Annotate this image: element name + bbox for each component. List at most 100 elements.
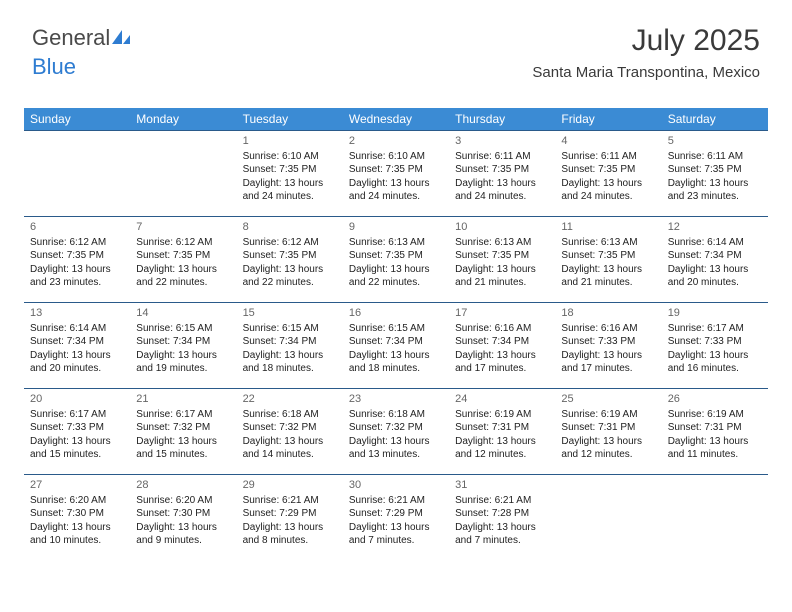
day-number: 26 [668, 392, 762, 407]
daylight-line: Daylight: 13 hours and 22 minutes. [349, 263, 443, 290]
day-cell: 22Sunrise: 6:18 AMSunset: 7:32 PMDayligh… [237, 389, 343, 475]
sunset-line: Sunset: 7:35 PM [455, 163, 549, 177]
sunrise-line: Sunrise: 6:13 AM [455, 236, 549, 250]
day-cell: 15Sunrise: 6:15 AMSunset: 7:34 PMDayligh… [237, 303, 343, 389]
daylight-line: Daylight: 13 hours and 15 minutes. [30, 435, 124, 462]
day-number: 23 [349, 392, 443, 407]
daylight-line: Daylight: 13 hours and 22 minutes. [136, 263, 230, 290]
sunrise-line: Sunrise: 6:15 AM [136, 322, 230, 336]
sunrise-line: Sunrise: 6:13 AM [561, 236, 655, 250]
daylight-line: Daylight: 13 hours and 9 minutes. [136, 521, 230, 548]
empty-cell [555, 475, 661, 561]
sunset-line: Sunset: 7:34 PM [668, 249, 762, 263]
day-number: 30 [349, 478, 443, 493]
logo: General Blue [32, 24, 130, 80]
day-number: 15 [243, 306, 337, 321]
calendar-row: 6Sunrise: 6:12 AMSunset: 7:35 PMDaylight… [24, 217, 768, 303]
calendar-row: 20Sunrise: 6:17 AMSunset: 7:33 PMDayligh… [24, 389, 768, 475]
day-number: 2 [349, 134, 443, 149]
day-number: 1 [243, 134, 337, 149]
sunrise-line: Sunrise: 6:11 AM [668, 150, 762, 164]
day-header: Friday [555, 108, 661, 131]
day-cell: 26Sunrise: 6:19 AMSunset: 7:31 PMDayligh… [662, 389, 768, 475]
calendar-head: SundayMondayTuesdayWednesdayThursdayFrid… [24, 108, 768, 131]
day-number: 16 [349, 306, 443, 321]
day-cell: 20Sunrise: 6:17 AMSunset: 7:33 PMDayligh… [24, 389, 130, 475]
daylight-line: Daylight: 13 hours and 11 minutes. [668, 435, 762, 462]
sunset-line: Sunset: 7:35 PM [30, 249, 124, 263]
day-number: 17 [455, 306, 549, 321]
calendar-body: 1Sunrise: 6:10 AMSunset: 7:35 PMDaylight… [24, 131, 768, 561]
sunrise-line: Sunrise: 6:11 AM [455, 150, 549, 164]
daylight-line: Daylight: 13 hours and 20 minutes. [30, 349, 124, 376]
day-number: 12 [668, 220, 762, 235]
day-number: 13 [30, 306, 124, 321]
day-cell: 24Sunrise: 6:19 AMSunset: 7:31 PMDayligh… [449, 389, 555, 475]
day-cell: 13Sunrise: 6:14 AMSunset: 7:34 PMDayligh… [24, 303, 130, 389]
daylight-line: Daylight: 13 hours and 17 minutes. [455, 349, 549, 376]
sunrise-line: Sunrise: 6:12 AM [30, 236, 124, 250]
daylight-line: Daylight: 13 hours and 7 minutes. [349, 521, 443, 548]
sunset-line: Sunset: 7:35 PM [136, 249, 230, 263]
calendar-row: 27Sunrise: 6:20 AMSunset: 7:30 PMDayligh… [24, 475, 768, 561]
sunset-line: Sunset: 7:30 PM [30, 507, 124, 521]
day-cell: 14Sunrise: 6:15 AMSunset: 7:34 PMDayligh… [130, 303, 236, 389]
sunrise-line: Sunrise: 6:14 AM [30, 322, 124, 336]
sunrise-line: Sunrise: 6:13 AM [349, 236, 443, 250]
day-number: 27 [30, 478, 124, 493]
sunrise-line: Sunrise: 6:19 AM [668, 408, 762, 422]
sunset-line: Sunset: 7:32 PM [243, 421, 337, 435]
sunset-line: Sunset: 7:29 PM [243, 507, 337, 521]
sunrise-line: Sunrise: 6:21 AM [349, 494, 443, 508]
sunset-line: Sunset: 7:32 PM [349, 421, 443, 435]
day-number: 18 [561, 306, 655, 321]
day-cell: 8Sunrise: 6:12 AMSunset: 7:35 PMDaylight… [237, 217, 343, 303]
sunset-line: Sunset: 7:31 PM [561, 421, 655, 435]
day-number: 10 [455, 220, 549, 235]
day-cell: 28Sunrise: 6:20 AMSunset: 7:30 PMDayligh… [130, 475, 236, 561]
sunset-line: Sunset: 7:35 PM [668, 163, 762, 177]
day-number: 7 [136, 220, 230, 235]
daylight-line: Daylight: 13 hours and 24 minutes. [349, 177, 443, 204]
sunrise-line: Sunrise: 6:21 AM [243, 494, 337, 508]
daylight-line: Daylight: 13 hours and 13 minutes. [349, 435, 443, 462]
sunset-line: Sunset: 7:28 PM [455, 507, 549, 521]
day-number: 5 [668, 134, 762, 149]
sunset-line: Sunset: 7:35 PM [349, 249, 443, 263]
sunset-line: Sunset: 7:34 PM [349, 335, 443, 349]
day-cell: 25Sunrise: 6:19 AMSunset: 7:31 PMDayligh… [555, 389, 661, 475]
sunset-line: Sunset: 7:33 PM [30, 421, 124, 435]
sunrise-line: Sunrise: 6:15 AM [349, 322, 443, 336]
calendar-row: 13Sunrise: 6:14 AMSunset: 7:34 PMDayligh… [24, 303, 768, 389]
sunrise-line: Sunrise: 6:17 AM [30, 408, 124, 422]
day-number: 25 [561, 392, 655, 407]
day-cell: 17Sunrise: 6:16 AMSunset: 7:34 PMDayligh… [449, 303, 555, 389]
day-cell: 9Sunrise: 6:13 AMSunset: 7:35 PMDaylight… [343, 217, 449, 303]
sunrise-line: Sunrise: 6:10 AM [349, 150, 443, 164]
day-cell: 1Sunrise: 6:10 AMSunset: 7:35 PMDaylight… [237, 131, 343, 217]
day-header-row: SundayMondayTuesdayWednesdayThursdayFrid… [24, 108, 768, 131]
day-cell: 6Sunrise: 6:12 AMSunset: 7:35 PMDaylight… [24, 217, 130, 303]
sunset-line: Sunset: 7:33 PM [561, 335, 655, 349]
sunset-line: Sunset: 7:35 PM [243, 163, 337, 177]
day-header: Sunday [24, 108, 130, 131]
day-header: Thursday [449, 108, 555, 131]
day-number: 21 [136, 392, 230, 407]
sunrise-line: Sunrise: 6:21 AM [455, 494, 549, 508]
daylight-line: Daylight: 13 hours and 23 minutes. [668, 177, 762, 204]
logo-text-2: Blue [32, 54, 76, 79]
sunset-line: Sunset: 7:35 PM [349, 163, 443, 177]
day-number: 14 [136, 306, 230, 321]
sunrise-line: Sunrise: 6:16 AM [561, 322, 655, 336]
daylight-line: Daylight: 13 hours and 24 minutes. [455, 177, 549, 204]
daylight-line: Daylight: 13 hours and 18 minutes. [349, 349, 443, 376]
month-year: July 2025 [532, 24, 760, 58]
day-number: 22 [243, 392, 337, 407]
day-header: Monday [130, 108, 236, 131]
daylight-line: Daylight: 13 hours and 16 minutes. [668, 349, 762, 376]
daylight-line: Daylight: 13 hours and 15 minutes. [136, 435, 230, 462]
sunset-line: Sunset: 7:34 PM [136, 335, 230, 349]
day-number: 11 [561, 220, 655, 235]
calendar-table: SundayMondayTuesdayWednesdayThursdayFrid… [24, 108, 768, 561]
logo-text-1: General [32, 25, 110, 50]
